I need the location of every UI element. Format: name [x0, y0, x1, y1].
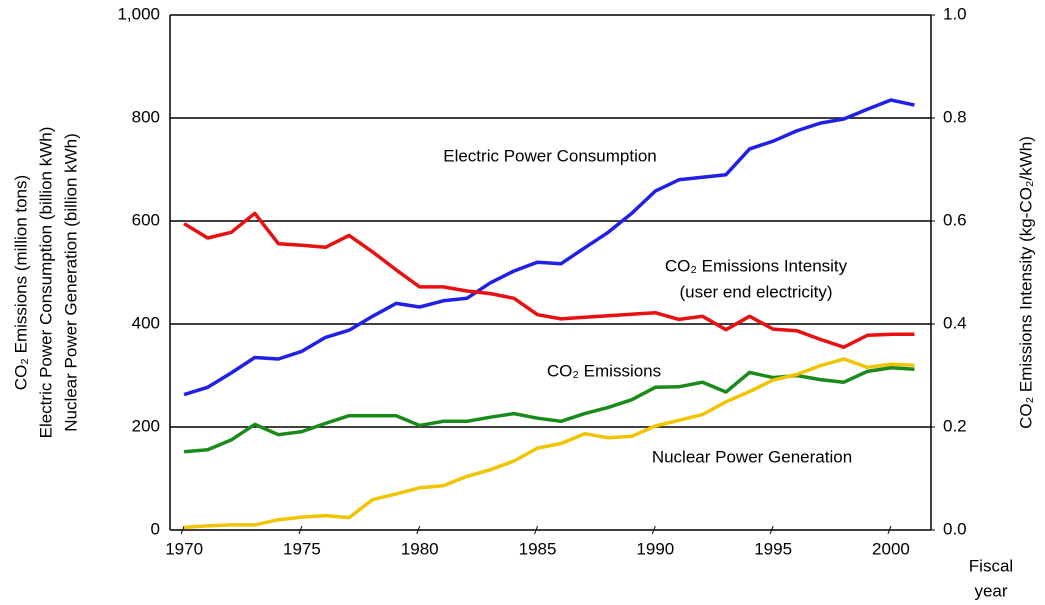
y2-tick-label: 0.2: [943, 416, 967, 435]
series-line: [183, 211, 915, 349]
x-tick-label: 1995: [754, 539, 792, 558]
x-tick-label: 1975: [283, 539, 321, 558]
annotation: CO₂ Emissions Intensity: [665, 256, 848, 275]
y-tick-label: 800: [132, 107, 160, 126]
x-tick: [298, 525, 303, 535]
y-tick-label: 200: [132, 416, 160, 435]
series-line: [183, 357, 915, 530]
y2-tick-label: 0.6: [943, 210, 967, 229]
x-tick-label: 2000: [872, 539, 910, 558]
y-axis-label: Electric Power Consumption (billion kWh): [36, 127, 55, 439]
series-line: [183, 98, 915, 397]
x-tick-label: 1985: [519, 539, 557, 558]
annotation: Electric Power Consumption: [443, 146, 657, 165]
x-tick: [887, 525, 892, 535]
x-tick: [769, 525, 774, 535]
y-tick-label: 400: [132, 313, 160, 332]
x-axis-label: Fiscal: [969, 556, 1013, 575]
annotation: CO₂ Emissions: [547, 361, 661, 380]
x-axis-label: year: [974, 581, 1007, 600]
annotation: Nuclear Power Generation: [652, 447, 852, 466]
x-tick: [180, 525, 185, 535]
y-tick-label: 600: [132, 210, 160, 229]
y2-tick-label: 0.8: [943, 107, 967, 126]
annotation: (user end electricity): [679, 282, 832, 301]
x-tick-label: 1980: [401, 539, 439, 558]
x-tick-label: 1970: [165, 539, 203, 558]
y2-tick-label: 0.0: [943, 519, 967, 538]
y-axis-label: Nuclear Power Generation (billion kWh): [61, 133, 80, 432]
y2-tick-label: 1.0: [943, 4, 967, 23]
y2-axis-label: CO₂ Emissions Intensity (kg-CO₂/kWh): [1016, 136, 1035, 429]
x-tick-label: 1990: [636, 539, 674, 558]
y-axis-label: CO₂ Emissions (million tons): [11, 175, 30, 390]
y-tick-label: 0: [151, 519, 160, 538]
x-tick: [651, 525, 656, 535]
x-tick: [534, 525, 539, 535]
y-tick-label: 1,000: [117, 4, 160, 23]
x-tick: [416, 525, 421, 535]
y2-tick-label: 0.4: [943, 313, 967, 332]
